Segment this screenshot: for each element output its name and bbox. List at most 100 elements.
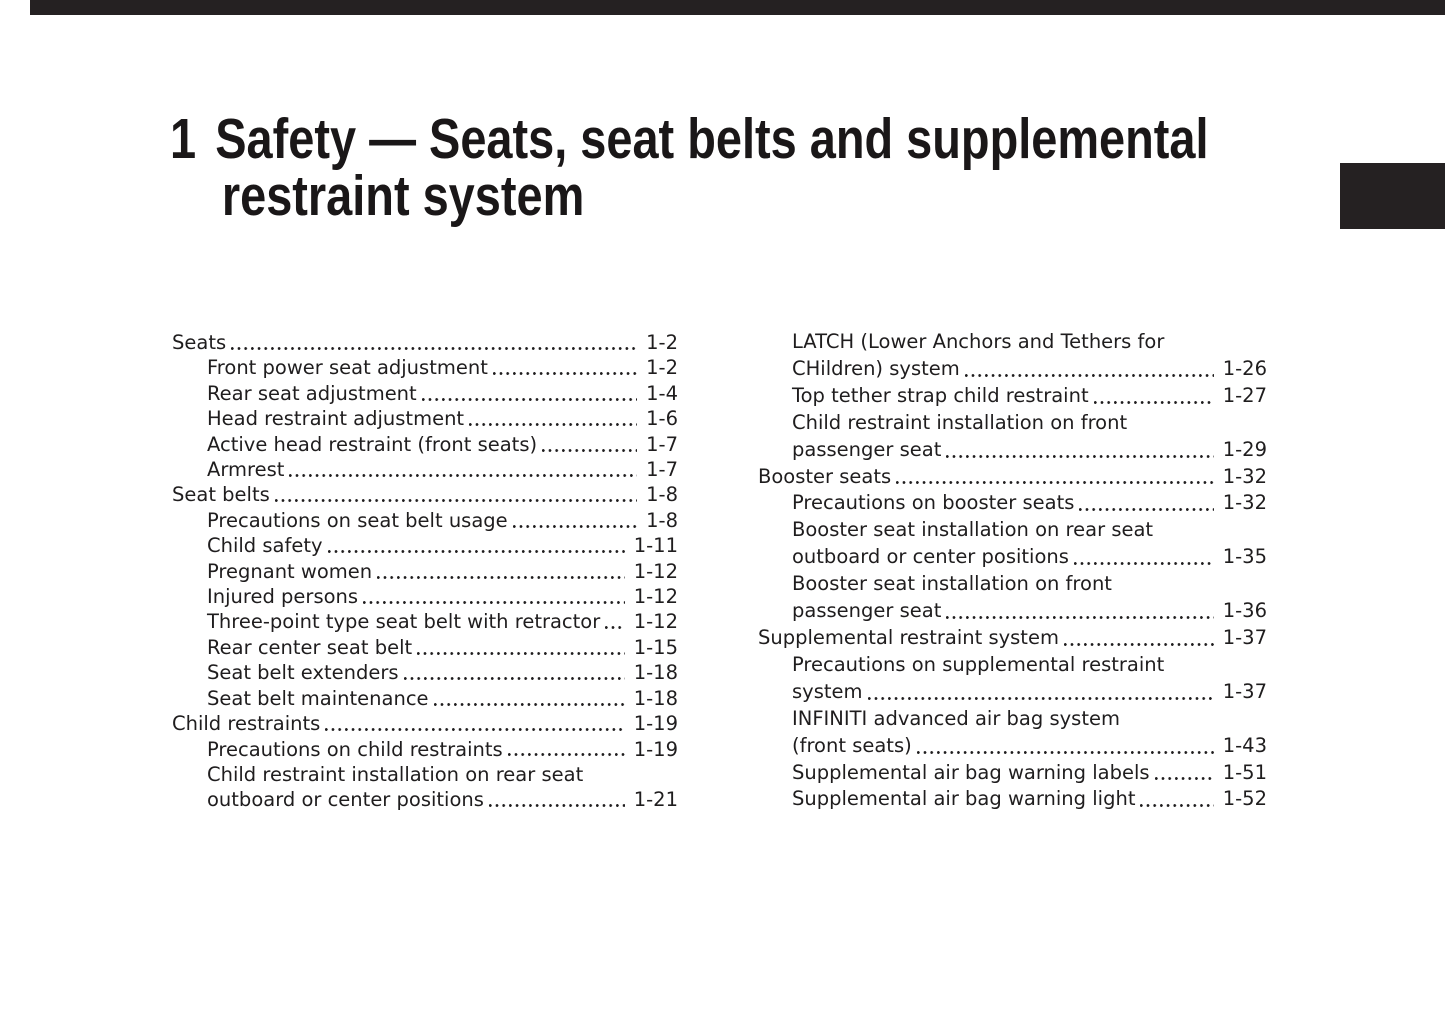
toc-entry: Precautions on booster seats 1-32 — [758, 490, 1267, 517]
toc-leader-dots — [403, 677, 625, 681]
toc-entry-label: Seat belt maintenance — [207, 686, 429, 710]
toc-page-number: 1-52 — [1222, 787, 1267, 811]
toc-leader-dots — [1154, 777, 1214, 781]
toc-leader-dots — [1079, 508, 1214, 512]
toc-entry-label: CHildren) system — [792, 356, 960, 380]
toc-page-number: 1-7 — [646, 432, 678, 456]
toc-leader-dots — [605, 626, 625, 630]
toc-entry: Seats 1-2 — [172, 330, 678, 355]
toc-entry: INFINITI advanced air bag system — [758, 706, 1267, 733]
toc-leader-dots — [289, 473, 638, 477]
toc-page-number: 1-7 — [646, 458, 678, 482]
toc-entry-label: Precautions on supplemental restraint — [792, 652, 1165, 676]
toc-entry-label: Booster seats — [758, 464, 892, 488]
chapter-number: 1 — [170, 107, 197, 171]
toc-leader-dots — [867, 696, 1214, 700]
chapter-title-line2: restraint system — [221, 164, 585, 228]
toc-entry-label: Child restraint installation on front — [792, 410, 1128, 434]
toc-page-number: 1-12 — [633, 610, 678, 634]
toc-entry-label: Seat belts — [172, 483, 270, 507]
toc-page-number: 1-21 — [633, 788, 678, 812]
toc-entry-label: passenger seat — [792, 437, 942, 461]
toc-page-number: 1-26 — [1222, 356, 1267, 380]
toc-page-number: 1-12 — [633, 585, 678, 609]
toc-entry: Supplemental air bag warning labels 1-51 — [758, 760, 1267, 787]
toc-page-number: 1-11 — [633, 534, 678, 558]
toc-page-number: 1-2 — [646, 331, 678, 354]
toc-entry: Precautions on child restraints 1-19 — [172, 737, 678, 762]
toc-entry-label: Child safety — [207, 534, 323, 558]
toc-leader-dots — [1140, 804, 1214, 808]
toc-page-number: 1-51 — [1222, 760, 1267, 784]
toc-leader-dots — [363, 600, 625, 604]
toc-leader-dots — [377, 575, 625, 579]
toc-entry-label: LATCH (Lower Anchors and Tethers for — [792, 330, 1165, 353]
toc-leader-dots — [1073, 562, 1214, 566]
toc-leader-dots — [946, 454, 1214, 458]
toc-page-number: 1-36 — [1222, 599, 1267, 623]
toc-entry-label: Supplemental air bag warning light — [792, 787, 1136, 811]
toc-page-number: 1-32 — [1222, 464, 1267, 488]
toc-entry-label: Armrest — [207, 458, 285, 482]
toc-entry-label: Active head restraint (front seats) — [207, 432, 538, 456]
toc-page-number: 1-15 — [633, 635, 678, 659]
toc-entry-label: Supplemental air bag warning labels — [792, 760, 1150, 784]
toc-page-number: 1-18 — [633, 686, 678, 710]
toc-entry: Rear seat adjustment 1-4 — [172, 381, 678, 406]
toc-leader-dots — [417, 651, 625, 655]
toc-entry-label: Three-point type seat belt with retracto… — [207, 610, 601, 634]
toc-entry-label: Front power seat adjustment — [207, 356, 488, 380]
toc-entry-label: Child restraints — [172, 712, 321, 736]
toc-entry: Armrest 1-7 — [172, 457, 678, 482]
chapter-title-text: Safety — Seats, seat belts and supplemen… — [215, 111, 1208, 225]
toc-entry: Supplemental air bag warning light 1-52 — [758, 786, 1267, 813]
toc-entry: Head restraint adjustment 1-6 — [172, 406, 678, 431]
toc-entry-label: Rear center seat belt — [207, 635, 413, 659]
toc-entry: Front power seat adjustment 1-2 — [172, 355, 678, 380]
toc-entry-label: Supplemental restraint system — [758, 625, 1059, 649]
toc-page-number: 1-18 — [633, 661, 678, 685]
toc-page-number: 1-19 — [633, 737, 678, 761]
toc-column-right: LATCH (Lower Anchors and Tethers for CHil… — [758, 329, 1267, 813]
toc-entry-label: Pregnant women — [207, 559, 373, 583]
toc-leader-dots — [1063, 642, 1214, 646]
chapter-title-line1: Safety — Seats, seat belts and supplemen… — [215, 107, 1209, 171]
toc-entry: CHildren) system 1-26 — [758, 356, 1267, 383]
toc-leader-dots — [421, 397, 638, 401]
toc-entry-label: Precautions on seat belt usage — [207, 508, 508, 532]
toc-entry-label: Child restraint installation on rear sea… — [207, 762, 584, 786]
toc-leader-dots — [469, 423, 638, 427]
toc-page-number: 1-2 — [646, 356, 678, 380]
toc-page-number: 1-43 — [1222, 733, 1267, 757]
toc-entry: passenger seat 1-29 — [758, 437, 1267, 464]
toc-leader-dots — [488, 804, 625, 808]
toc-entry-label: INFINITI advanced air bag system — [792, 706, 1120, 730]
toc-entry: Active head restraint (front seats) 1-7 — [172, 432, 678, 457]
toc-leader-dots — [946, 615, 1214, 619]
toc-page-number: 1-8 — [646, 508, 678, 532]
toc-entry-label: system — [792, 679, 863, 703]
toc-leader-dots — [542, 448, 638, 452]
toc-entry-label: Head restraint adjustment — [207, 407, 465, 431]
toc-entry: Child safety 1-11 — [172, 533, 678, 558]
toc-leader-dots — [507, 753, 625, 757]
toc-entry: outboard or center positions 1-35 — [758, 544, 1267, 571]
toc-entry: Child restraint installation on rear sea… — [172, 762, 678, 787]
toc-entry-label: Seat belt extenders — [207, 661, 399, 685]
toc-entry-label: Injured persons — [207, 585, 359, 609]
toc-leader-dots — [916, 750, 1214, 754]
toc-column-left: Seats 1-2 Front power seat adjustment 1-2 Re… — [172, 330, 678, 813]
toc-page-number: 1-32 — [1222, 491, 1267, 515]
toc-page-number: 1-12 — [633, 559, 678, 583]
toc-page-number: 1-4 — [646, 381, 678, 405]
toc-entry: Child restraints 1-19 — [172, 711, 678, 736]
toc-entry: Child restraint installation on front — [758, 410, 1267, 437]
toc-leader-dots — [896, 481, 1214, 485]
toc-entry: Supplemental restraint system 1-37 — [758, 625, 1267, 652]
toc-entry: system 1-37 — [758, 679, 1267, 706]
toc-leader-dots — [512, 524, 638, 528]
toc-entry: Precautions on supplemental restraint — [758, 652, 1267, 679]
toc-page-number: 1-35 — [1222, 545, 1267, 569]
toc-leader-dots — [1093, 400, 1214, 404]
toc-entry: Booster seats 1-32 — [758, 464, 1267, 491]
